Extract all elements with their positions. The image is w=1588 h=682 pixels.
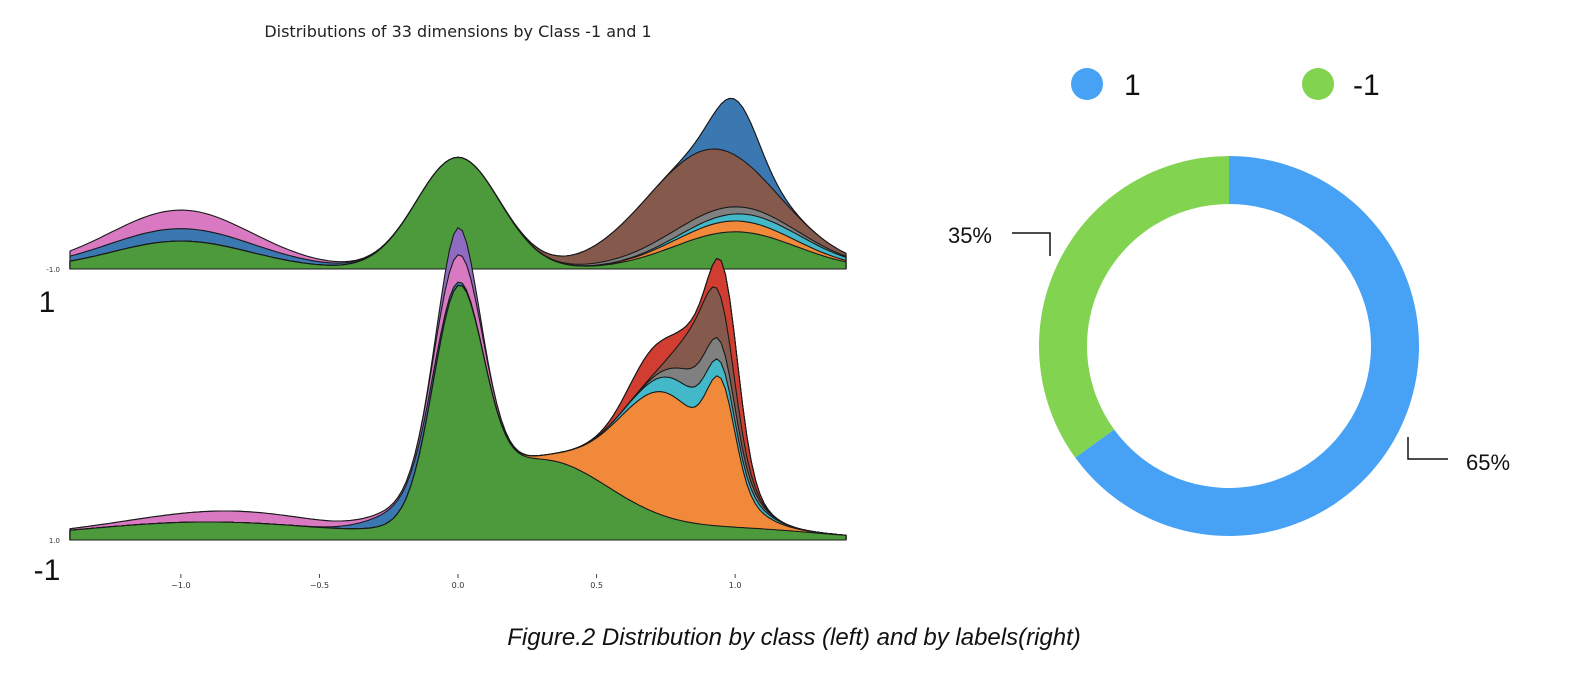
callout-line-35: [1012, 232, 1051, 256]
legend-marker-neg1: [1302, 68, 1334, 100]
ridge-area-panel1-layer0: [69, 284, 847, 541]
ridge-panel-class-neg1: 1.0: [49, 227, 847, 545]
legend-marker-1: [1071, 68, 1103, 100]
x-tick-label: −0.5: [310, 581, 329, 590]
legend-label-1: 1: [1124, 69, 1141, 102]
ridge-panel-label-neg1: -1: [34, 554, 61, 587]
ridge-baseline-label-1: 1.0: [49, 537, 60, 545]
ridge-chart: Distributions of 33 dimensions by Class …: [34, 22, 847, 590]
x-axis: −1.0 −0.5 0.0 0.5 1.0: [171, 574, 742, 590]
ridge-panel-class-1: -1.0: [46, 97, 847, 274]
x-tick-label: 1.0: [729, 581, 742, 590]
donut-chart: 1 -1 35% 65%: [948, 68, 1510, 536]
ridge-area-panel0-layer0: [69, 156, 847, 270]
data-label-65: 65%: [1466, 450, 1510, 475]
x-tick-label: −1.0: [171, 581, 190, 590]
ridge-baseline-label-0: -1.0: [46, 266, 60, 274]
ridge-chart-title: Distributions of 33 dimensions by Class …: [264, 22, 651, 41]
data-label-35: 35%: [948, 223, 992, 248]
callout-line-65: [1407, 437, 1448, 460]
figure-caption: Figure.2 Distribution by class (left) an…: [507, 624, 1081, 651]
donut-callouts: 35% 65%: [948, 223, 1510, 475]
legend-label-neg1: -1: [1353, 69, 1380, 102]
donut-slice-neg1: [1039, 156, 1229, 458]
x-tick-label: 0.5: [590, 581, 603, 590]
donut-slices: [1039, 156, 1419, 536]
legend: 1 -1: [1071, 68, 1380, 102]
x-tick-label: 0.0: [452, 581, 465, 590]
ridge-panel-label-1: 1: [39, 286, 56, 319]
